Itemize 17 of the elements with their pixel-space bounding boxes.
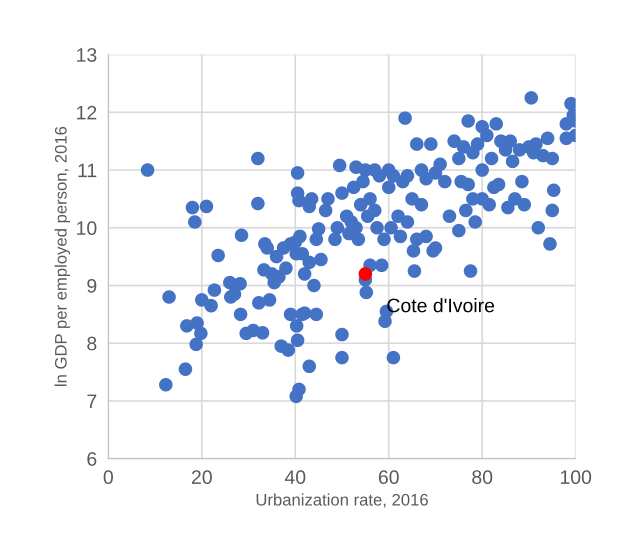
y-tick-label: 10 — [77, 221, 96, 235]
y-tick-label: 7 — [87, 394, 96, 408]
annotation: Cote d'Ivoire — [387, 298, 494, 312]
y-tick-label: 8 — [87, 336, 96, 350]
x-tick-label: 20 — [192, 470, 212, 484]
x-tick-label: 0 — [104, 470, 113, 484]
y-tick-label: 11 — [78, 164, 96, 178]
x-tick-label: 100 — [560, 470, 592, 484]
y-axis-title: ln GDP per employed person, 2016 — [54, 126, 70, 386]
y-tick-label: 9 — [87, 278, 96, 293]
x-tick-label: 60 — [378, 470, 399, 484]
y-tick-label: 13 — [77, 48, 96, 62]
y-tick-label: 6 — [87, 452, 96, 466]
x-tick-label: 40 — [284, 470, 306, 484]
x-tick-label: 80 — [472, 470, 492, 484]
y-tick-label: 12 — [77, 106, 96, 120]
x-axis-title: Urbanization rate, 2016 — [256, 493, 428, 508]
